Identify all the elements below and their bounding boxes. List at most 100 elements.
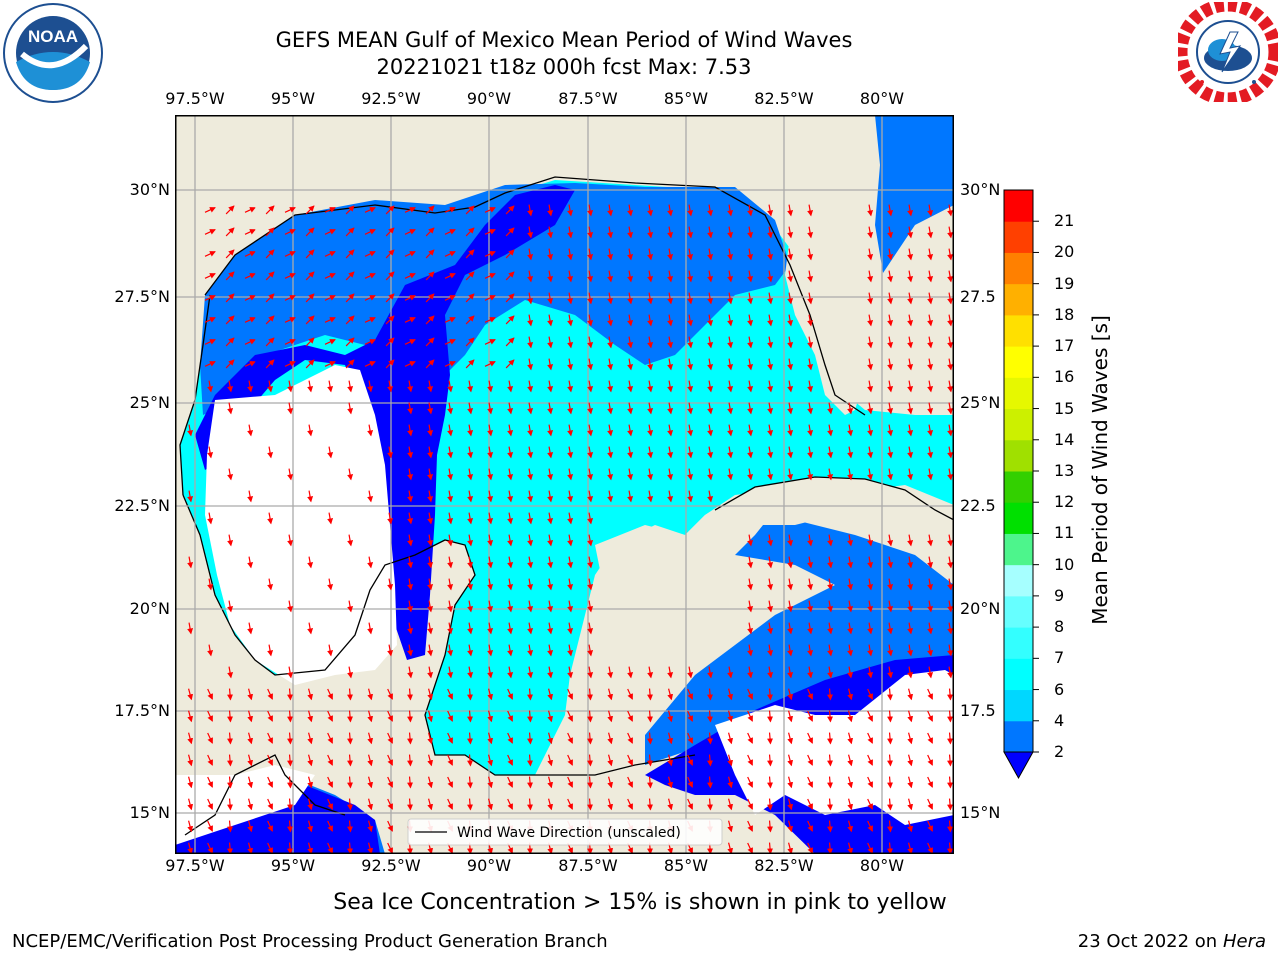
wind-arrow <box>567 358 574 371</box>
wind-arrow <box>807 820 813 832</box>
wind-arrow <box>207 446 214 459</box>
wind-arrow <box>367 842 374 854</box>
wind-arrow <box>607 314 614 327</box>
wind-arrow <box>787 336 794 349</box>
wind-arrow <box>587 468 594 481</box>
wind-arrow <box>444 339 456 345</box>
wind-arrow <box>267 578 274 591</box>
wind-arrow <box>547 578 554 591</box>
wind-arrow <box>367 688 374 701</box>
wind-arrow <box>627 776 633 788</box>
wind-arrow <box>927 644 934 657</box>
wind-arrow <box>587 204 594 217</box>
wind-arrow <box>247 622 254 635</box>
map-lat_labels_right-0: 30°N <box>960 180 1001 199</box>
wind-arrow <box>364 339 376 345</box>
wind-arrow <box>867 776 873 788</box>
wind-arrow <box>687 776 693 788</box>
wind-arrow <box>505 359 515 369</box>
wind-arrow <box>587 292 594 305</box>
wind-arrow <box>267 842 273 854</box>
wind-arrow <box>387 512 394 525</box>
wind-arrow <box>667 666 674 679</box>
map-lon_labels-5: 85°W <box>663 89 709 108</box>
wind-arrow <box>327 798 333 810</box>
lat-labels-right: 30°N 27.5 25°N 22.5 20°N 17.5 15°N <box>958 0 1004 960</box>
wind-arrow <box>484 361 496 367</box>
wind-arrow <box>647 270 654 283</box>
wind-arrow <box>347 710 354 723</box>
wind-arrow <box>345 293 355 303</box>
wind-arrow <box>787 248 794 261</box>
wind-arrow <box>607 798 614 811</box>
wind-arrow <box>364 295 376 301</box>
wind-arrow <box>887 556 894 569</box>
wind-arrow <box>887 358 894 371</box>
wind-arrow <box>425 271 435 281</box>
wind-arrow <box>567 534 574 547</box>
wind-arrow <box>447 468 454 481</box>
wind-arrow <box>587 270 594 283</box>
wind-arrow <box>305 227 315 237</box>
wind-arrow <box>707 468 714 481</box>
wind-arrow <box>427 666 434 679</box>
wind-arrow <box>327 688 333 700</box>
wind-arrow <box>887 380 894 393</box>
wind-arrow <box>345 271 355 281</box>
wind-arrow <box>687 490 694 503</box>
wind-arrow <box>225 337 235 347</box>
wind-arrow <box>927 776 933 788</box>
wind-arrow <box>364 273 376 279</box>
wind-arrow <box>387 754 393 766</box>
wind-arrow <box>327 512 334 525</box>
wind-arrow <box>867 710 873 722</box>
wind-arrow <box>505 205 515 215</box>
wind-arrow <box>847 556 854 569</box>
wind-arrow <box>927 380 934 393</box>
wind-arrow <box>927 314 934 327</box>
wind-arrow <box>767 424 774 437</box>
wind-arrow <box>807 622 814 635</box>
wind-arrow <box>204 295 216 301</box>
wind-arrow <box>467 622 474 635</box>
wind-arrow <box>425 205 435 215</box>
colorbar-segment-13 <box>1004 314 1033 347</box>
wind-arrow <box>447 732 453 744</box>
wind-arrow <box>227 710 234 723</box>
wind-arrow <box>427 798 434 811</box>
wind-arrow <box>287 776 294 789</box>
wind-arrow <box>747 380 754 393</box>
wind-arrow <box>187 424 194 437</box>
wind-arrow <box>427 424 434 437</box>
wind-arrow <box>447 776 453 788</box>
wind-arrow <box>225 359 235 369</box>
wind-arrow <box>307 776 314 789</box>
wind-arrow <box>427 600 434 613</box>
wind-arrow <box>887 402 894 415</box>
wind-arrow <box>567 490 574 503</box>
wind-arrow <box>567 732 573 744</box>
wind-arrow <box>567 688 573 700</box>
wind-arrow <box>587 644 594 657</box>
wind-arrow <box>687 358 694 371</box>
wind-arrow <box>407 688 414 701</box>
wind-arrow <box>827 798 834 811</box>
wind-arrow <box>767 336 774 349</box>
colorbar-ticks: 2 4 6 7 8 9 10 11 12 13 14 15 16 17 18 19 20 21 <box>1050 0 1090 960</box>
wind-arrow <box>284 207 296 213</box>
wind-arrow <box>327 776 333 788</box>
wind-arrow <box>527 468 534 481</box>
wind-arrow <box>727 666 734 679</box>
wind-arrow <box>787 402 794 415</box>
wind-arrow <box>467 776 474 789</box>
wind-arrow <box>345 227 355 237</box>
wind-arrow <box>364 317 376 323</box>
wind-arrow <box>727 710 734 723</box>
wind-arrow <box>947 600 954 613</box>
colorbar-tick-0: 2 <box>1054 742 1065 761</box>
wind-arrow <box>707 446 714 459</box>
wind-arrow <box>487 644 494 657</box>
wind-arrow <box>407 490 414 503</box>
wind-arrow <box>907 270 914 283</box>
wind-arrow <box>567 578 574 591</box>
